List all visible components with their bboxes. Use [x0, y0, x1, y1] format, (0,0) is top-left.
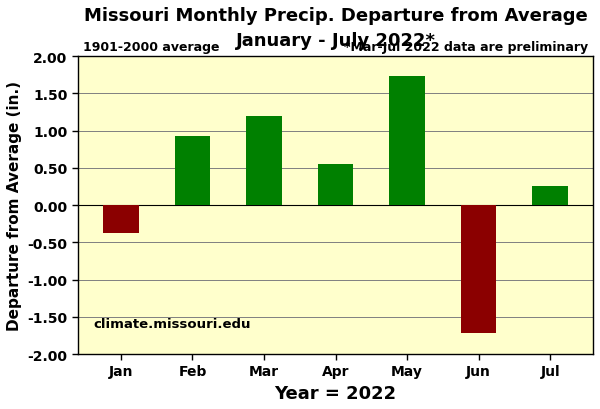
Text: climate.missouri.edu: climate.missouri.edu	[94, 317, 251, 330]
Bar	[103, 206, 139, 233]
Bar	[317, 165, 353, 206]
Bar	[175, 137, 211, 206]
Bar	[389, 77, 425, 206]
Title: Missouri Monthly Precip. Departure from Average
January - July 2022*: Missouri Monthly Precip. Departure from …	[83, 7, 587, 50]
Text: 1901-2000 average: 1901-2000 average	[83, 41, 220, 54]
Y-axis label: Departure from Average (in.): Departure from Average (in.)	[7, 81, 22, 330]
Bar	[532, 187, 568, 206]
Bar	[246, 117, 282, 206]
X-axis label: Year = 2022: Year = 2022	[274, 384, 397, 402]
Text: *Mar-Jul 2022 data are preliminary: *Mar-Jul 2022 data are preliminary	[344, 41, 588, 54]
Bar	[461, 206, 496, 333]
